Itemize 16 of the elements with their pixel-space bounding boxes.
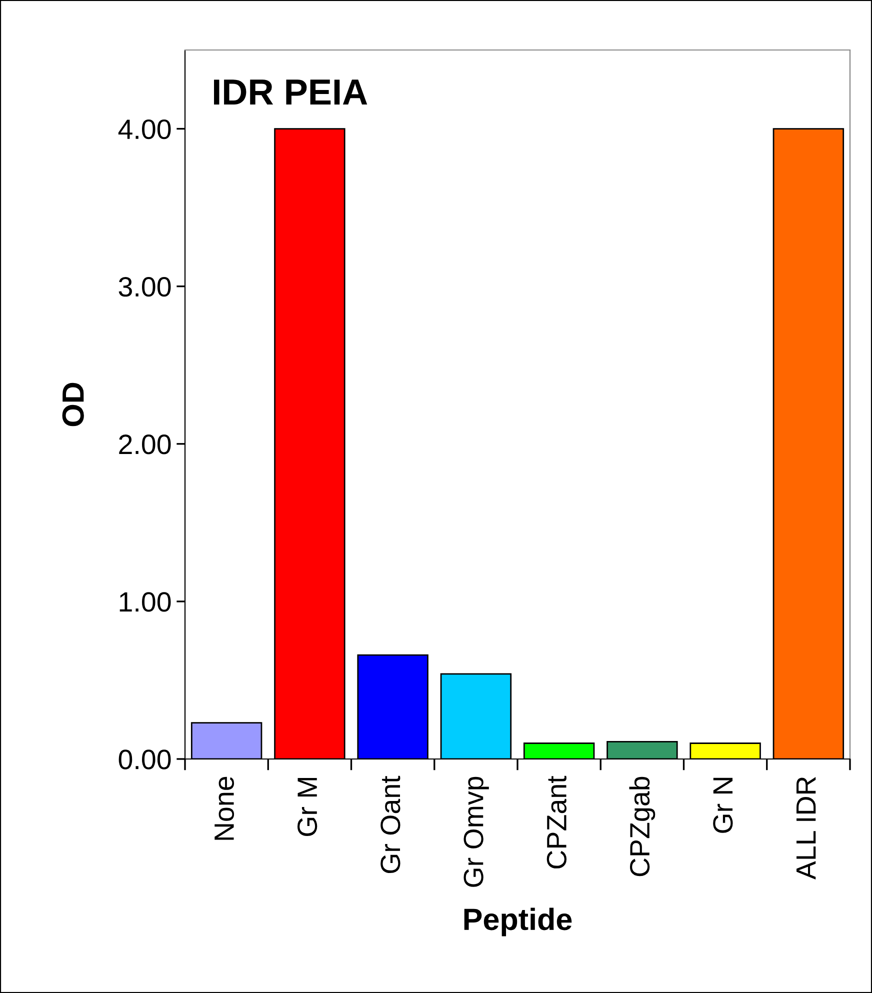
x-tick-label: CPZant <box>546 776 567 868</box>
x-tick-label: None <box>214 776 234 840</box>
x-axis-title: Peptide <box>464 908 572 936</box>
y-axis-title: OD <box>62 382 84 426</box>
x-tick-label: Gr Oant <box>380 776 400 874</box>
x-tick-label: Gr M <box>297 778 318 836</box>
x-tick-label: ALL IDR <box>796 776 816 880</box>
x-tick-label: Gr Omvp <box>464 776 489 887</box>
x-tick-label: Gr N <box>713 778 733 833</box>
x-tick-label: CPZgab <box>629 776 656 876</box>
y-tick-label: 2.00 <box>119 434 171 454</box>
y-tick-label: 4.00 <box>118 119 171 140</box>
y-tick-label: 3.00 <box>118 277 171 297</box>
text: IDR PEIA <box>214 80 368 105</box>
y-tick-label: 1.00 <box>120 592 171 612</box>
y-tick-label: 0.00 <box>118 750 171 770</box>
